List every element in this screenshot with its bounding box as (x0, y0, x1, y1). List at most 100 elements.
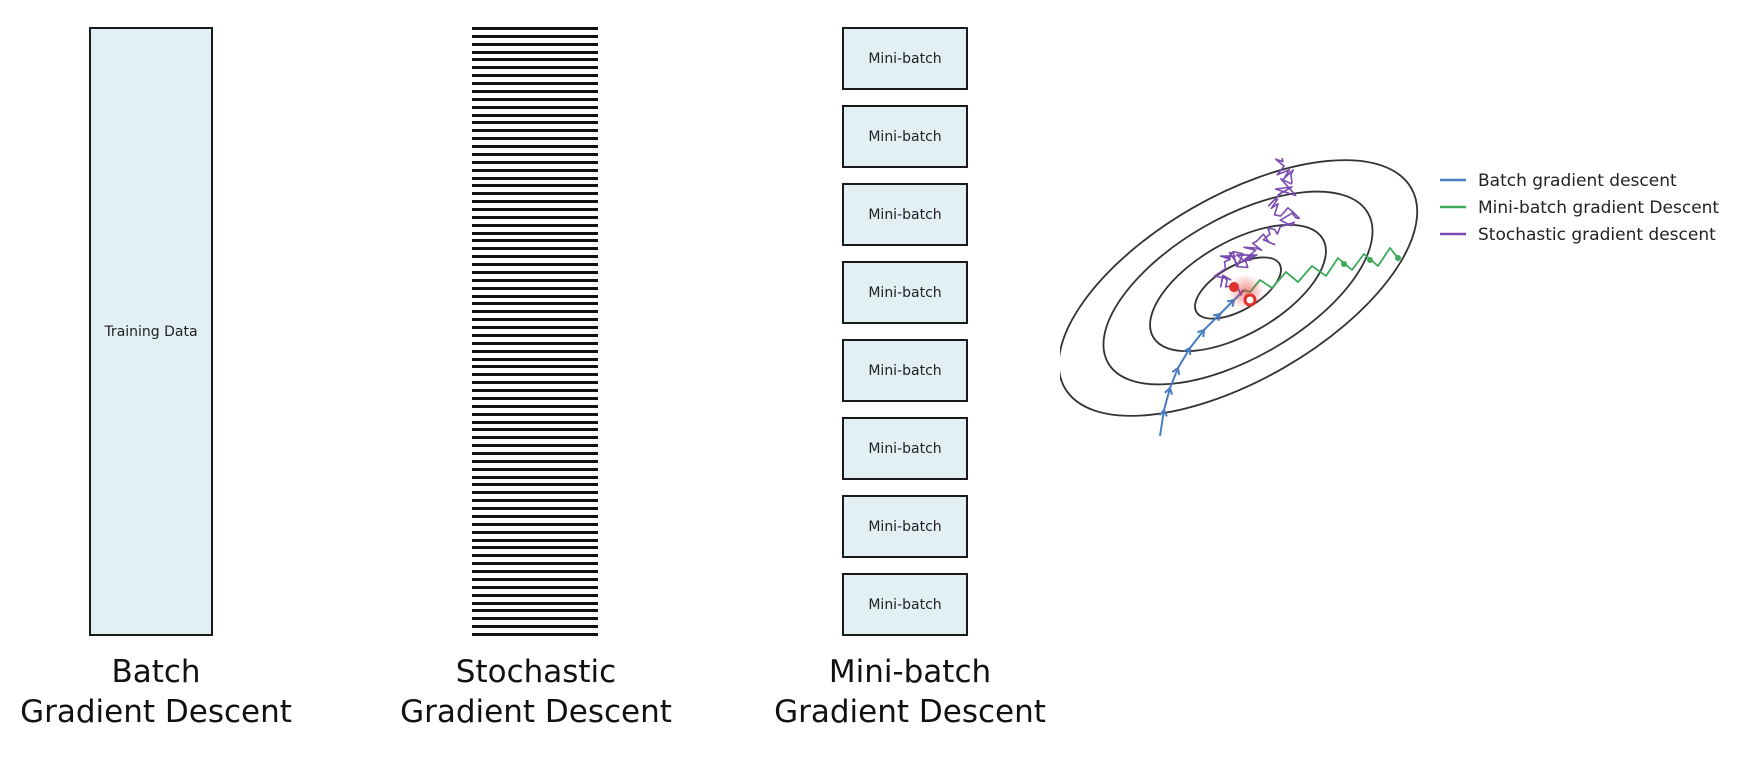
mini-batch-box: Mini-batch (842, 261, 968, 324)
mini-batch-label: Mini-batch (868, 206, 942, 223)
sample-stripe (472, 208, 598, 211)
sample-stripe (472, 160, 598, 164)
minimum-marker (1228, 274, 1264, 310)
mini-batch-label: Mini-batch (868, 128, 942, 145)
sample-stripe (472, 617, 598, 621)
mini-batch-label: Mini-batch (868, 284, 942, 301)
training-data-box: Training Data (89, 27, 213, 636)
mini-batch-label: Mini-batch (868, 362, 942, 379)
minibatch-gd-path (1243, 247, 1399, 293)
sample-stripe (472, 507, 598, 511)
training-data-label: Training Data (104, 323, 198, 340)
sample-stripe (472, 310, 598, 314)
sample-stripe (472, 420, 598, 424)
sample-stripe (472, 105, 598, 109)
minibatch-caption-line2: Gradient Descent (774, 694, 1046, 730)
sample-stripe (472, 50, 598, 54)
sample-stripe (472, 459, 598, 463)
sample-stripe (472, 184, 598, 188)
minibatch-gd-point (1367, 257, 1373, 263)
sample-stripe (472, 381, 598, 385)
legend-label: Batch gradient descent (1478, 171, 1677, 191)
sample-stripe (472, 341, 598, 345)
sample-stripe (472, 467, 598, 471)
sample-stripe (472, 192, 598, 196)
batch-gd-arrow (1183, 347, 1192, 356)
sample-stripe (472, 58, 598, 62)
sample-stripe (472, 145, 598, 149)
sample-stripe (472, 499, 598, 503)
minimum-ring (1243, 293, 1257, 307)
sample-stripe (472, 601, 598, 605)
sample-stripe (472, 349, 598, 353)
sample-stripe (472, 530, 598, 534)
sample-stripe (472, 585, 598, 589)
sample-stripe (472, 562, 598, 566)
batch-caption: Batch Gradient Descent (6, 652, 306, 732)
minimum-dot (1229, 282, 1239, 292)
batch-gd-arrow (1212, 313, 1221, 322)
sample-stripe (472, 396, 598, 400)
sample-stripe (472, 113, 598, 117)
sample-stripe (472, 66, 598, 70)
mini-batch-stack: Mini-batch Mini-batch Mini-batch Mini-batch… (842, 27, 968, 637)
legend: Batch gradient descent Mini-batch gradien… (1440, 171, 1719, 245)
contour-ellipse (1102, 190, 1374, 386)
sample-stripe (472, 231, 598, 235)
sample-stripe (472, 514, 598, 518)
sample-stripe (472, 546, 598, 550)
sample-stripe (472, 475, 598, 479)
sample-stripe (472, 412, 598, 416)
sample-stripe (472, 436, 598, 440)
stochastic-caption: Stochastic Gradient Descent (386, 652, 686, 732)
minibatch-caption-line1: Mini-batch (828, 654, 992, 690)
sample-stripe (472, 34, 598, 38)
legend-label: Stochastic gradient descent (1478, 225, 1716, 245)
sample-stripe (472, 302, 598, 306)
sample-stripe (472, 593, 598, 597)
sample-stripe (472, 294, 598, 298)
sample-stripe (472, 451, 598, 455)
contour-ellipse (1060, 159, 1419, 417)
batch-gd-arrow (1158, 409, 1168, 417)
sample-stripe (472, 152, 598, 156)
stochastic-caption-line1: Stochastic (455, 654, 617, 690)
sample-stripe (472, 255, 598, 259)
sample-stripe (472, 247, 598, 251)
sample-stripe (472, 483, 598, 487)
sample-stripe (472, 278, 598, 282)
sample-stripe (472, 577, 598, 581)
mini-batch-box: Mini-batch (842, 417, 968, 480)
sample-stripe (472, 609, 598, 613)
mini-batch-label: Mini-batch (868, 440, 942, 457)
sample-stripe (472, 522, 598, 526)
sample-stripe (472, 215, 598, 219)
sample-stripe (472, 318, 598, 322)
sample-stripe (472, 168, 598, 172)
sample-stripe (472, 404, 598, 408)
mini-batch-label: Mini-batch (868, 596, 942, 613)
sample-stripe (472, 129, 598, 133)
sample-stripe (472, 633, 598, 636)
sample-stripe (472, 333, 598, 337)
sample-stripe (472, 27, 598, 30)
mini-batch-box: Mini-batch (842, 339, 968, 402)
sample-stripe (472, 554, 598, 558)
batch-gd-arrow (1197, 329, 1205, 338)
sample-stripe (472, 239, 598, 243)
minibatch-caption: Mini-batch Gradient Descent (760, 652, 1060, 732)
batch-gd-path (1159, 289, 1245, 437)
contour-ellipse (1149, 223, 1327, 353)
batch-gd-arrow (1164, 387, 1174, 395)
minibatch-gd-point (1341, 261, 1347, 267)
mini-batch-label: Mini-batch (868, 50, 942, 67)
sample-stripe (472, 389, 598, 393)
sample-stripe (472, 326, 598, 330)
sample-stripe (472, 200, 598, 204)
sample-stripe (472, 263, 598, 267)
batch-gd-arrow (1171, 367, 1181, 376)
sample-stripe (472, 491, 598, 495)
contour-plot: Batch gradient descent Mini-batch gradien… (1060, 157, 1719, 437)
mini-batch-box: Mini-batch (842, 27, 968, 90)
